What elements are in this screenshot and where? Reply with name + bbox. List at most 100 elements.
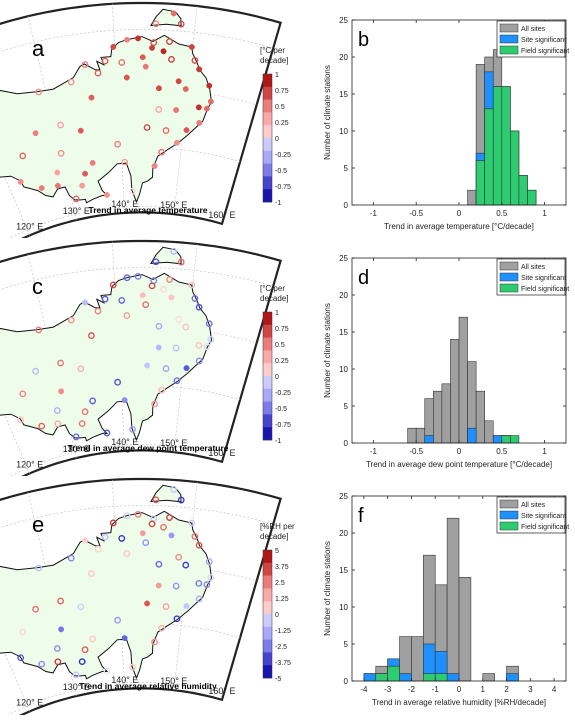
station-marker — [142, 301, 150, 309]
longitude-label: 140° E — [111, 437, 138, 447]
station-marker — [17, 416, 25, 424]
station-marker — [172, 344, 180, 352]
station-marker — [121, 158, 129, 166]
station-marker — [114, 140, 122, 148]
station-marker — [151, 400, 158, 408]
station-marker — [203, 343, 211, 351]
station-marker — [123, 512, 131, 520]
legend-label: Field significant — [521, 286, 569, 293]
station-marker — [82, 299, 88, 306]
x-tick-label: -0.5 — [409, 209, 423, 218]
station-marker — [139, 54, 146, 61]
x-tick-label: 0 — [457, 209, 462, 218]
parallel-line — [0, 444, 224, 482]
x-tick-label: -1 — [370, 447, 378, 456]
station-marker — [32, 367, 39, 375]
bar-field-significant — [518, 175, 528, 206]
bar-all-sites — [411, 636, 424, 682]
station-marker — [78, 658, 86, 666]
legend-swatch — [499, 521, 519, 531]
station-marker — [175, 315, 183, 323]
bar-field-significant — [510, 435, 520, 444]
station-marker — [162, 365, 170, 372]
station-marker — [196, 119, 203, 126]
bar-all-sites — [475, 390, 485, 444]
station-marker — [149, 44, 156, 51]
station-marker — [17, 654, 25, 662]
station-marker — [32, 605, 39, 613]
station-marker — [151, 638, 158, 646]
station-marker — [152, 496, 160, 504]
legend-swatch — [499, 34, 519, 44]
colorbar-tick-label: 1 — [275, 72, 279, 79]
colorbar-frame — [262, 549, 273, 679]
parallel-line — [0, 267, 274, 290]
station-marker — [172, 582, 180, 590]
station-marker — [173, 139, 180, 146]
bar-field-significant — [492, 86, 503, 206]
colorbar-segment — [263, 189, 272, 203]
station-marker — [57, 149, 65, 157]
station-marker — [78, 420, 86, 428]
legend-label: All sites — [521, 502, 546, 509]
australia-landmass — [0, 34, 213, 204]
legend-swatch — [499, 499, 519, 509]
parallel-line — [0, 206, 224, 244]
colorbar-segment — [263, 639, 272, 653]
station-marker — [195, 104, 202, 111]
station-marker — [79, 182, 86, 189]
station-marker — [54, 169, 61, 176]
colorbar-segment — [263, 427, 272, 441]
map-title: Trend in average relative humidity — [79, 681, 217, 691]
bar-all-sites — [458, 316, 468, 444]
station-marker — [35, 326, 42, 334]
australia-landmass — [0, 272, 213, 442]
station-marker — [118, 535, 126, 542]
panel-letter: f — [358, 505, 364, 527]
station-marker — [205, 320, 213, 328]
station-marker — [129, 187, 136, 195]
station-marker — [205, 558, 213, 566]
station-marker — [121, 397, 128, 404]
colorbar-segment — [263, 562, 272, 576]
station-marker — [94, 69, 102, 77]
station-marker — [182, 561, 190, 569]
longitude-label: 150° E — [160, 676, 187, 686]
station-marker — [123, 312, 131, 319]
colorbar-tick-label: -0.5 — [275, 168, 287, 175]
station-marker — [109, 519, 117, 527]
bar-all-sites — [450, 339, 460, 444]
station-marker — [175, 553, 183, 561]
colorbar-segment — [263, 86, 272, 100]
bar-field-significant — [434, 673, 448, 682]
station-marker — [82, 537, 88, 544]
station-marker — [191, 57, 199, 64]
colorbar-tick-label: 0.5 — [275, 104, 285, 111]
colorbar-tick-label: -5 — [275, 676, 281, 683]
x-tick-label: 4 — [552, 685, 557, 694]
legend-swatch — [499, 272, 519, 282]
station-marker — [203, 581, 211, 589]
station-marker — [177, 496, 185, 504]
bar-field-significant — [501, 86, 511, 206]
x-tick-label: -4 — [360, 685, 368, 694]
station-marker — [54, 420, 62, 428]
station-marker — [173, 377, 181, 385]
y-tick-label: 25 — [339, 492, 348, 501]
colorbar-segment — [263, 312, 272, 326]
colorbar-segment — [263, 363, 272, 377]
station-marker — [72, 433, 80, 441]
station-marker — [103, 192, 110, 198]
station-marker — [67, 78, 75, 86]
parallel-line — [0, 505, 274, 528]
station-marker — [207, 336, 215, 343]
station-marker — [150, 39, 158, 47]
bar-all-sites — [467, 189, 477, 206]
colorbar-tick-label: 1.25 — [275, 596, 289, 603]
station-marker — [195, 579, 203, 587]
station-marker — [183, 127, 190, 134]
legend-label: Field significant — [521, 524, 569, 531]
station-marker — [110, 43, 117, 50]
